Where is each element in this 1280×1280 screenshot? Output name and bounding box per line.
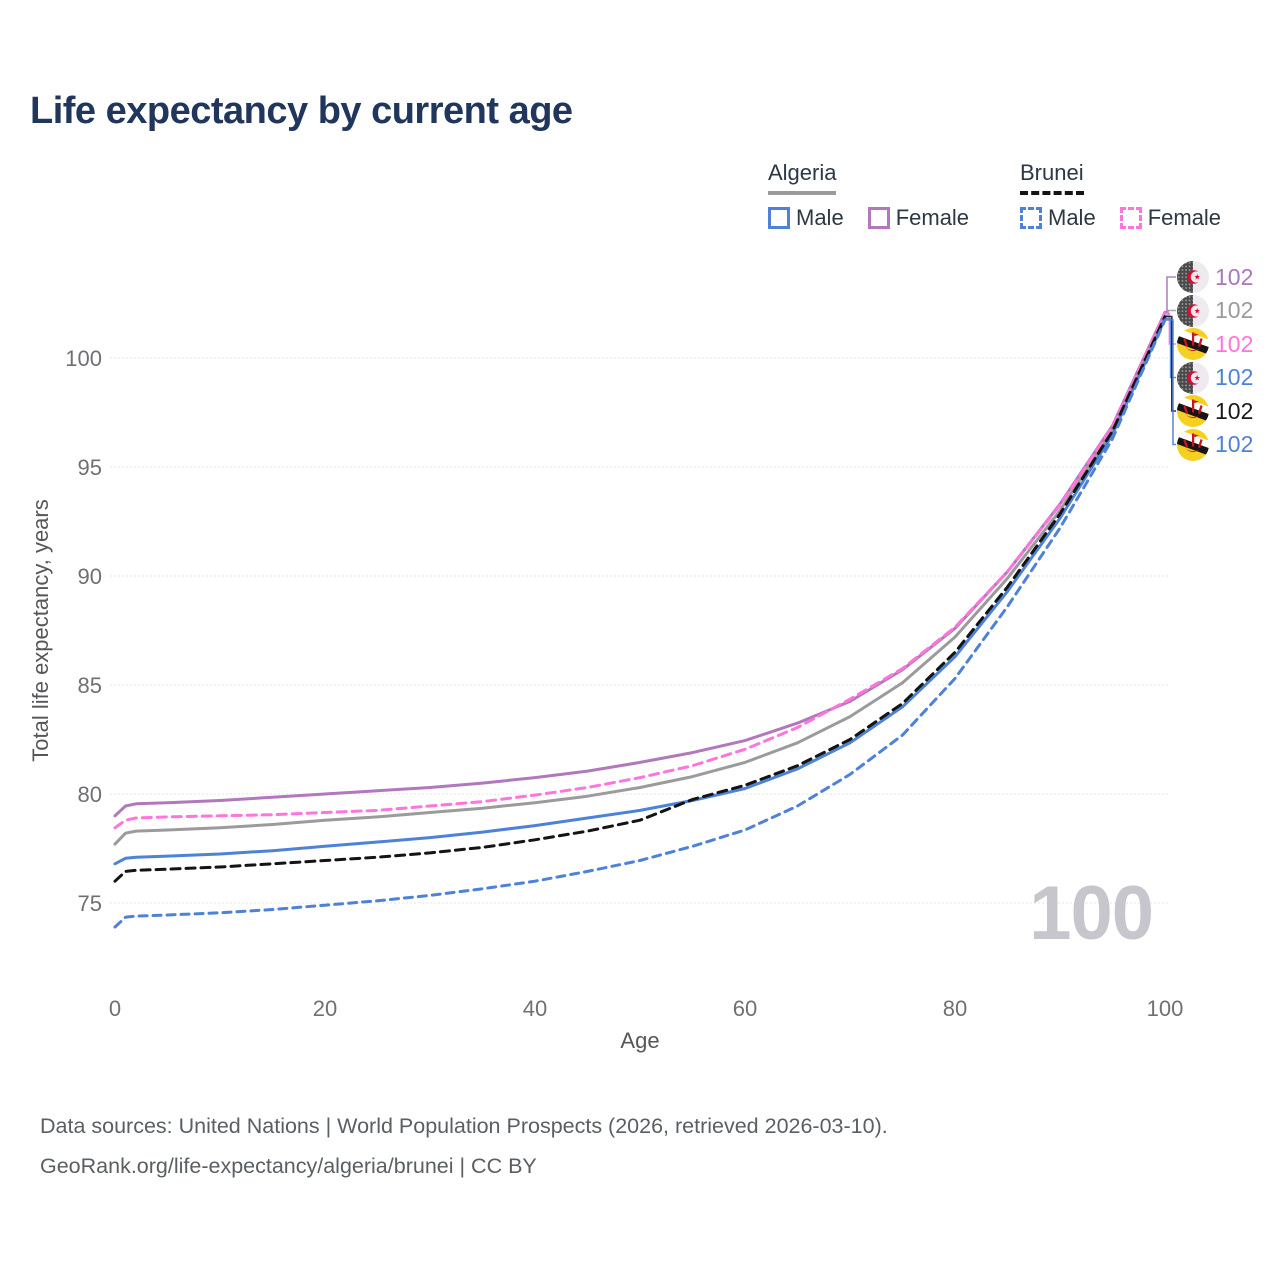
end-label-value: 102 <box>1215 297 1254 323</box>
brunei-flag-icon <box>1177 328 1209 360</box>
svg-text:95: 95 <box>78 455 102 480</box>
svg-text:80: 80 <box>78 782 102 807</box>
algeria-flag-icon <box>1177 294 1209 327</box>
svg-text:Total life expectancy, years: Total life expectancy, years <box>28 499 53 762</box>
age-watermark: 100 <box>1029 871 1154 956</box>
legend-swatch-brunei-male-icon <box>1020 207 1042 229</box>
end-label-value: 102 <box>1215 397 1254 424</box>
legend-item-brunei-female[interactable]: Female <box>1119 205 1222 231</box>
end-label-value: 102 <box>1215 431 1254 457</box>
end-label-row: 102 <box>1177 328 1253 360</box>
end-label-row: 102 <box>1177 261 1253 293</box>
end-label-row: 102 <box>1177 361 1254 394</box>
brunei-flag-icon <box>1177 395 1209 427</box>
legend-items-algeria: Male Female <box>768 205 969 231</box>
legend-group-brunei: Brunei Male Female <box>1020 160 1221 231</box>
svg-text:100: 100 <box>65 346 102 371</box>
legend-label: Female <box>895 205 970 230</box>
legend-swatch-brunei-female-icon <box>1119 207 1142 229</box>
legend-label: Male <box>796 205 844 230</box>
svg-text:100: 100 <box>1147 996 1184 1021</box>
brunei-flag-icon <box>1177 428 1209 461</box>
svg-text:85: 85 <box>78 673 102 698</box>
footer: Data sources: United Nations | World Pop… <box>40 1106 888 1186</box>
algeria-flag-icon <box>1177 261 1209 293</box>
legend-item-algeria-male[interactable]: Male <box>768 205 844 231</box>
legend-label: Male <box>1048 205 1096 230</box>
line-chart: 75 80 85 90 95 100 0 20 40 60 80 100 Age Total life e… <box>28 276 1184 1053</box>
legend-items-brunei: Male Female <box>1020 205 1221 231</box>
legend-swatch-algeria-male-icon <box>768 207 790 229</box>
legend-item-algeria-female[interactable]: Female <box>867 205 970 231</box>
algeria-flag-icon <box>1177 361 1209 394</box>
end-label-value: 102 <box>1215 263 1254 290</box>
svg-text:40: 40 <box>523 996 547 1021</box>
svg-text:Age: Age <box>620 1028 659 1053</box>
legend-country-algeria[interactable]: Algeria <box>768 160 837 195</box>
legend-swatch-algeria-female-icon <box>867 207 890 229</box>
legend-label: Female <box>1147 205 1222 230</box>
end-label-row: 102 <box>1177 428 1254 461</box>
legend-country-brunei[interactable]: Brunei <box>1020 160 1084 195</box>
chart-title: Life expectancy by current age <box>30 90 573 132</box>
svg-text:80: 80 <box>943 996 967 1021</box>
svg-text:0: 0 <box>109 996 121 1021</box>
legend-item-brunei-male[interactable]: Male <box>1020 205 1096 231</box>
svg-text:75: 75 <box>78 891 102 916</box>
end-label-value: 102 <box>1215 364 1254 390</box>
end-label-row: 102 <box>1177 395 1253 427</box>
end-label-row: 102 <box>1177 294 1254 327</box>
svg-text:90: 90 <box>78 564 102 589</box>
footer-attribution: GeoRank.org/life-expectancy/algeria/brun… <box>40 1154 537 1178</box>
svg-text:60: 60 <box>733 996 757 1021</box>
end-label-value: 102 <box>1215 330 1254 357</box>
legend-group-algeria: Algeria Male Female <box>768 160 969 231</box>
svg-text:20: 20 <box>313 996 337 1021</box>
footer-sources: Data sources: United Nations | World Pop… <box>40 1114 888 1138</box>
